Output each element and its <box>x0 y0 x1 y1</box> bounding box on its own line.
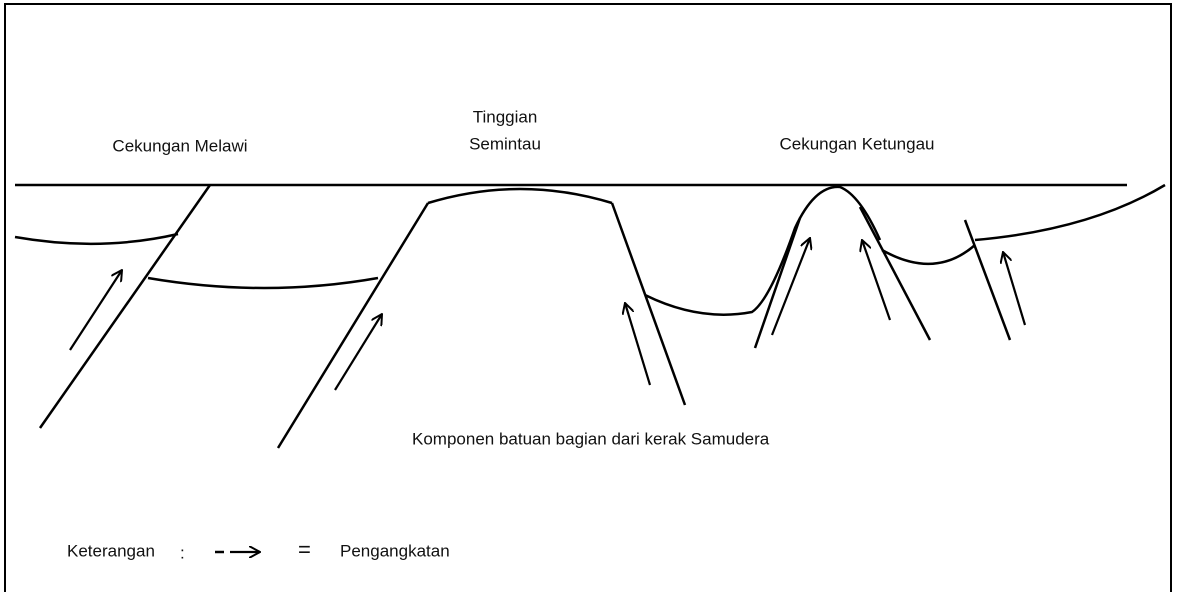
legend-colon: : <box>180 543 185 562</box>
label: Cekungan Melawi <box>112 136 247 155</box>
geology <box>15 185 1165 448</box>
legend-equals: = <box>298 537 311 562</box>
label: Cekungan Ketungau <box>779 134 934 153</box>
legend-meaning: Pengangkatan <box>340 541 450 560</box>
uplift-arrows <box>70 238 1025 390</box>
diagram: Cekungan Melawi Tinggian Semintau Cekung… <box>0 0 1177 592</box>
legend-title: Keterangan <box>67 541 155 560</box>
label: Semintau <box>469 134 541 153</box>
frame <box>5 4 1171 592</box>
label: Tinggian <box>473 107 538 126</box>
label: Komponen batuan bagian dari kerak Samude… <box>412 429 770 448</box>
